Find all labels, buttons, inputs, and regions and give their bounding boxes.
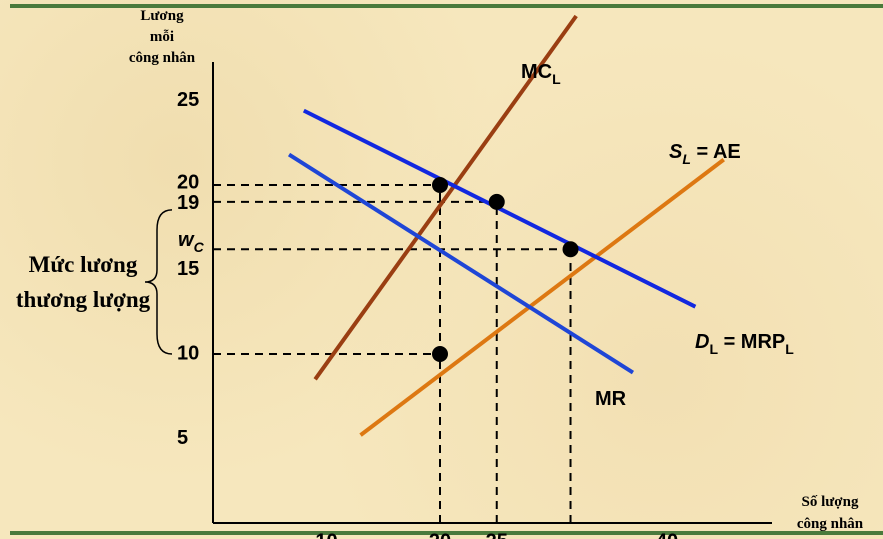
brace-icon <box>144 209 173 355</box>
x-axis-title-line-1: công nhân <box>797 516 864 532</box>
x-tick-label-3: 40 <box>656 531 678 539</box>
series-line-0 <box>313 14 578 381</box>
y-tick-label-2: 15 <box>177 258 199 280</box>
negotiated-wage-label-line-1: thương lượng <box>16 287 151 312</box>
equilibrium-point-0 <box>432 177 448 193</box>
equilibrium-point-1 <box>488 193 505 210</box>
x-tick-label-0: 10 <box>315 531 337 539</box>
x-tick-label-1: 20 <box>429 531 451 539</box>
y-tick-label-0: 5 <box>177 427 188 449</box>
series-label-1: SL = AE <box>669 141 741 167</box>
y-tick-label-5: 25 <box>177 89 199 111</box>
equilibrium-point-3 <box>432 346 448 362</box>
y-axis-title-line-0: Lương <box>140 8 184 24</box>
series-line-3 <box>287 152 635 375</box>
series-label-2: DL = MRPL <box>695 331 794 357</box>
negotiated-wage-label-line-0: Mức lương <box>29 252 138 277</box>
y-tick-label-4: 20 <box>177 171 199 193</box>
series-label-0: MCL <box>521 61 561 87</box>
wage-wc-label: wC <box>178 229 205 255</box>
y-axis-title-line-2: công nhân <box>129 50 196 66</box>
y-axis-title-line-1: mỗi <box>150 29 174 45</box>
equilibrium-point-2 <box>562 241 579 258</box>
y-tick-label-3: 19 <box>177 192 199 214</box>
x-axis-title-line-0: Số lượng <box>802 494 859 510</box>
series-label-3: MR <box>595 388 627 410</box>
series-line-1 <box>359 158 725 437</box>
y-tick-label-1: 10 <box>177 342 199 364</box>
x-tick-label-2: 25 <box>486 531 508 539</box>
